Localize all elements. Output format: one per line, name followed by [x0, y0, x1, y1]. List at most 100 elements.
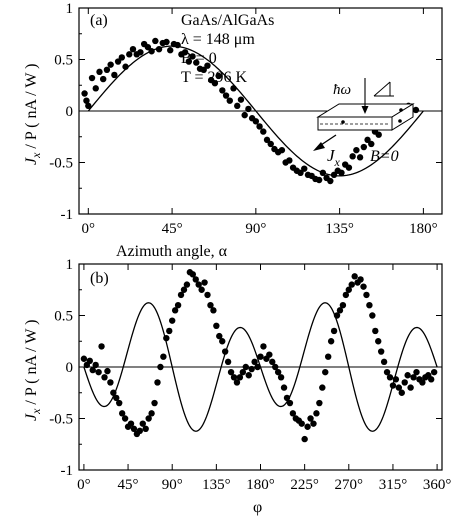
b-field-label: B=0 — [370, 148, 399, 165]
data-point — [193, 59, 200, 66]
data-point — [327, 338, 335, 345]
y-label-b-rest: / P ( nA / W ) — [23, 320, 40, 409]
data-point — [286, 399, 294, 407]
x-tick-label: 315° — [379, 477, 408, 493]
data-point — [211, 79, 219, 87]
data-point — [189, 271, 197, 278]
data-point — [127, 420, 135, 427]
data-point — [398, 389, 405, 396]
data-point — [307, 415, 314, 422]
y-ticks-b: -1 -0.5 0 0.5 1 — [49, 257, 442, 479]
x-tick-label: 270° — [335, 477, 364, 493]
data-point — [219, 87, 226, 94]
data-point — [234, 102, 241, 110]
data-point — [171, 307, 179, 314]
data-point — [419, 379, 426, 386]
data-point — [251, 358, 258, 366]
data-point — [230, 374, 238, 381]
data-point — [86, 357, 93, 365]
data-point — [237, 96, 245, 103]
jx-label-main: J — [327, 146, 336, 165]
data-point — [198, 286, 205, 293]
data-point — [383, 368, 391, 376]
x-ticks-b: 0° 45° 90° 135° 180° 225° 270° 315° 360° — [77, 264, 451, 493]
data-point — [204, 62, 211, 69]
data-point — [83, 97, 90, 104]
data-point — [169, 317, 176, 324]
panel-b: -1 -0.5 0 0.5 1 0° 45° 90° 135° 180° 225° 270° 315°… — [23, 257, 451, 516]
data-point — [95, 368, 102, 376]
data-point — [345, 164, 353, 171]
y-label-a-main: J — [23, 157, 40, 165]
data-point — [364, 136, 371, 144]
info-line-2: λ = 148 μm — [181, 31, 255, 48]
info-line-4: T = 296 K — [181, 69, 248, 86]
data-point — [330, 327, 338, 335]
data-point — [200, 66, 207, 74]
data-point — [412, 106, 420, 114]
data-point — [195, 281, 202, 288]
data-point — [392, 376, 400, 383]
data-point — [96, 68, 103, 76]
x-tick-label: 45° — [162, 221, 183, 237]
y-tick-label: 1 — [66, 1, 74, 17]
data-point — [222, 92, 230, 99]
data-point — [353, 146, 360, 154]
data-point — [136, 427, 144, 435]
data-point — [81, 90, 88, 97]
data-point — [130, 425, 138, 432]
data-point — [301, 435, 308, 443]
data-point — [269, 358, 276, 366]
data-point — [349, 153, 356, 160]
data-point — [322, 368, 329, 376]
data-point — [248, 365, 255, 373]
y-tick-label: 1 — [66, 257, 74, 273]
x-tick-label: 180° — [409, 221, 438, 237]
y-label-b-sub: x — [29, 408, 43, 415]
data-point — [118, 410, 126, 417]
data-point — [386, 374, 394, 381]
data-point — [201, 279, 208, 286]
data-point — [298, 420, 305, 427]
data-point — [219, 338, 226, 345]
data-point — [338, 169, 345, 176]
data-point — [368, 140, 375, 148]
data-point — [103, 66, 111, 74]
x-axis-label-b: φ — [253, 499, 262, 516]
data-point — [142, 425, 149, 432]
y-label-a-sub: x — [29, 152, 43, 159]
data-point — [375, 131, 382, 138]
data-point — [289, 410, 297, 417]
data-point — [166, 327, 173, 335]
data-point — [410, 374, 417, 381]
data-point — [304, 423, 311, 430]
data-point — [233, 379, 241, 386]
data-point — [122, 63, 129, 70]
data-point — [145, 415, 152, 422]
data-point — [192, 276, 199, 283]
x-tick-label: 360° — [423, 477, 452, 493]
data-point — [395, 384, 403, 391]
data-point — [286, 157, 293, 164]
data-point — [221, 348, 229, 355]
y-label-b-main: J — [23, 413, 40, 421]
data-point — [92, 361, 99, 369]
data-point — [263, 136, 271, 144]
data-point — [104, 367, 111, 375]
data-point — [85, 102, 92, 110]
data-points-b — [80, 269, 438, 443]
data-point — [107, 61, 114, 68]
data-point — [241, 111, 248, 119]
data-point — [185, 58, 193, 65]
y-axis-label-b: Jx / P ( nA / W ) — [23, 320, 43, 421]
data-point — [278, 146, 286, 154]
data-point — [274, 368, 282, 376]
polarization-angle-symbol — [373, 81, 394, 97]
incident-beam-arrowhead — [361, 106, 369, 114]
panel-a: -1 -0.5 0 0.5 1 0° 45° 90° 135° 180° (a) GaAs/Al… — [23, 1, 443, 260]
data-point — [163, 38, 170, 46]
data-point — [339, 302, 347, 309]
info-line-4-text: T = 296 K — [181, 69, 248, 86]
data-point — [114, 58, 122, 65]
